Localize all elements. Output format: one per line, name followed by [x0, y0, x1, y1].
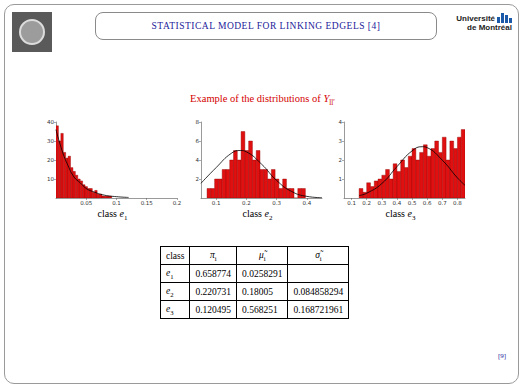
html-text:[9]: [9] [498, 352, 507, 360]
html-text:Université: Université [456, 14, 495, 23]
html-text:μ̃i: μ̃i [259, 249, 266, 262]
html-text:Example of the distributions o: Example of the distributions of Yll′ [190, 93, 335, 108]
html-text:0.084858294: 0.084858294 [293, 286, 344, 297]
svg-text:4: 4 [196, 157, 200, 163]
html-text:0.220731: 0.220731 [195, 286, 232, 297]
svg-text:20: 20 [47, 157, 54, 163]
html-text:0.168721961: 0.168721961 [293, 304, 344, 315]
svg-text:0.7: 0.7 [438, 200, 447, 206]
svg-text:0.2: 0.2 [173, 200, 182, 206]
svg-text:0.1: 0.1 [112, 200, 121, 206]
svg-text:10: 10 [47, 176, 54, 182]
html-text:0.658774: 0.658774 [195, 268, 232, 279]
html-text:0.568251: 0.568251 [242, 304, 278, 315]
svg-text:0.4: 0.4 [303, 200, 312, 206]
svg-text:4: 4 [339, 119, 343, 125]
svg-text:0.1: 0.1 [212, 200, 221, 206]
html-text:e3: e3 [166, 303, 174, 316]
svg-text:0.05: 0.05 [80, 200, 93, 206]
svg-text:0.15: 0.15 [141, 200, 154, 206]
svg-text:0.3: 0.3 [272, 200, 281, 206]
svg-text:0.8: 0.8 [453, 200, 462, 206]
html-text:πi: πi [210, 249, 217, 262]
svg-text:0.2: 0.2 [362, 200, 371, 206]
html-text:class e3: class e3 [385, 208, 416, 222]
html-text:e2: e2 [166, 285, 174, 298]
svg-text:0.4: 0.4 [393, 200, 402, 206]
html-text:class e2: class e2 [242, 208, 273, 222]
svg-text:0.1: 0.1 [347, 200, 356, 206]
svg-text:3: 3 [339, 138, 343, 144]
svg-text:2: 2 [196, 176, 200, 182]
svg-text:40: 40 [47, 119, 54, 125]
html-text:STATISTICAL MODEL FOR LINKING: STATISTICAL MODEL FOR LINKING EDGELS [4] [151, 21, 381, 31]
html-text:e1: e1 [166, 267, 174, 280]
svg-text:8: 8 [196, 119, 200, 125]
html-text:de Montréal: de Montréal [467, 23, 512, 32]
svg-text:1: 1 [339, 176, 343, 182]
svg-text:0.5: 0.5 [408, 200, 417, 206]
svg-text:6: 6 [196, 138, 200, 144]
html-text:0.18005: 0.18005 [242, 286, 273, 297]
svg-text:0.3: 0.3 [377, 200, 386, 206]
svg-text:0.2: 0.2 [242, 200, 251, 206]
html-text:class: class [166, 250, 185, 261]
svg-text:0.6: 0.6 [423, 200, 432, 206]
svg-text:30: 30 [47, 138, 54, 144]
html-text:σ̃i: σ̃i [315, 249, 322, 262]
html-text:class e1: class e1 [97, 208, 128, 222]
html-text:0.120495: 0.120495 [195, 304, 232, 315]
svg-text:2: 2 [339, 157, 343, 163]
html-text:0.0258291: 0.0258291 [242, 268, 283, 279]
